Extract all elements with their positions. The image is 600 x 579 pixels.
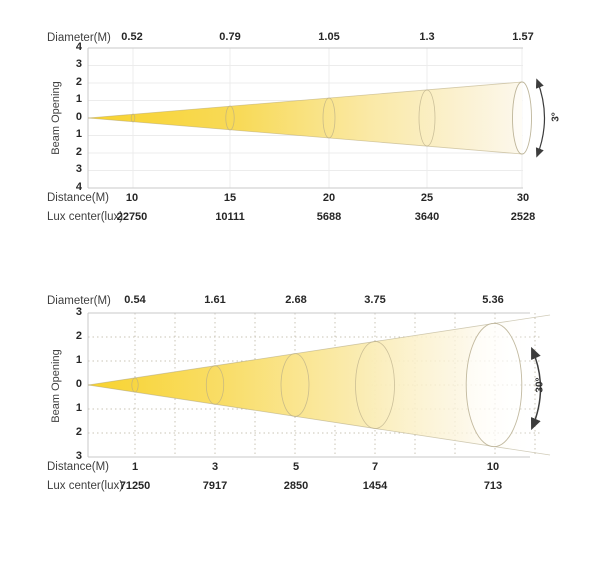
diameter-value: 0.52 xyxy=(121,31,143,43)
lux-axis-label: Lux center(lux) xyxy=(47,480,124,492)
y-tick: 1 xyxy=(75,93,82,105)
beam-angle-label: 3° xyxy=(550,112,562,122)
diameter-value: 2.68 xyxy=(285,294,307,306)
diameter-axis-label: Diameter(M) xyxy=(47,32,111,44)
lux-axis-label: Lux center(lux) xyxy=(47,211,124,223)
beam-cross-section xyxy=(225,105,235,131)
beam-opening-axis-label: Beam Opening xyxy=(50,349,62,423)
lux-value: 5688 xyxy=(316,211,342,223)
beam-angle-label: 30° xyxy=(534,377,546,393)
y-tick: 2 xyxy=(75,330,82,342)
y-tick: 1 xyxy=(75,128,82,140)
beam-end-cap xyxy=(465,322,523,448)
y-tick: 2 xyxy=(75,426,82,438)
distance-value: 25 xyxy=(420,192,434,204)
y-tick: 3 xyxy=(75,58,82,70)
diameter-value: 1.57 xyxy=(512,31,534,43)
diameter-value: 1.3 xyxy=(419,31,435,43)
lux-value: 71250 xyxy=(119,480,151,492)
beam-cross-section xyxy=(355,341,395,429)
beam-cone xyxy=(88,82,522,154)
beam-edge-top xyxy=(87,81,523,119)
y-tick: 2 xyxy=(75,76,82,88)
y-tick: 1 xyxy=(75,402,82,414)
y-tick: 0 xyxy=(75,378,82,390)
angle-arc-arrow xyxy=(535,78,546,158)
lux-value: 3640 xyxy=(414,211,440,223)
beam-opening-axis-label: Beam Opening xyxy=(50,81,62,155)
beam-edge-top xyxy=(87,314,551,386)
lux-value: 1454 xyxy=(362,480,388,492)
distance-value: 3 xyxy=(211,461,219,473)
diameter-value: 0.54 xyxy=(124,294,146,306)
y-tick: 0 xyxy=(75,111,82,123)
distance-value: 7 xyxy=(371,461,379,473)
y-tick: 3 xyxy=(75,450,82,462)
diameter-value: 1.61 xyxy=(204,294,226,306)
diameter-value: 5.36 xyxy=(482,294,504,306)
beam-end-cap xyxy=(512,81,532,155)
beam-cross-section xyxy=(418,89,436,147)
beam-edge-bottom xyxy=(87,117,523,155)
distance-axis-label: Distance(M) xyxy=(47,461,109,473)
lux-value: 2528 xyxy=(510,211,536,223)
beam-cone-canvas-30deg xyxy=(87,312,551,458)
beam-edge-bottom xyxy=(87,384,551,456)
y-tick: 2 xyxy=(75,146,82,158)
diameter-value: 1.05 xyxy=(318,31,340,43)
beam-cross-section xyxy=(131,377,139,393)
lux-value: 713 xyxy=(483,480,503,492)
beam-cross-section xyxy=(130,113,136,123)
beam-cross-section xyxy=(280,353,310,417)
lux-value: 10111 xyxy=(215,211,245,223)
y-tick: 3 xyxy=(75,163,82,175)
distance-value: 15 xyxy=(223,192,237,204)
distance-value: 10 xyxy=(125,192,139,204)
beam-cross-section xyxy=(205,365,225,405)
lux-value: 7917 xyxy=(202,480,228,492)
distance-value: 30 xyxy=(516,192,530,204)
beam-chart-3deg: Diameter(M) 0.52 0.79 1.05 1.3 1.57 4 3 … xyxy=(0,0,600,260)
lux-value: 22750 xyxy=(116,211,148,223)
beam-chart-30deg: Diameter(M) 0.54 1.61 2.68 3.75 5.36 3 2… xyxy=(0,265,600,579)
beam-cross-section xyxy=(322,97,336,139)
distance-value: 10 xyxy=(486,461,500,473)
diameter-value: 3.75 xyxy=(364,294,386,306)
distance-value: 5 xyxy=(292,461,300,473)
beam-cone-canvas-3deg xyxy=(87,47,546,189)
y-tick: 3 xyxy=(75,306,82,318)
distance-value: 1 xyxy=(131,461,139,473)
lux-value: 2850 xyxy=(283,480,309,492)
distance-value: 20 xyxy=(322,192,336,204)
angle-arc-arrow xyxy=(530,346,542,431)
diameter-axis-label: Diameter(M) xyxy=(47,295,111,307)
y-tick: 4 xyxy=(75,181,82,193)
y-tick: 1 xyxy=(75,354,82,366)
diameter-value: 0.79 xyxy=(219,31,241,43)
distance-axis-label: Distance(M) xyxy=(47,192,109,204)
y-tick: 4 xyxy=(75,41,82,53)
